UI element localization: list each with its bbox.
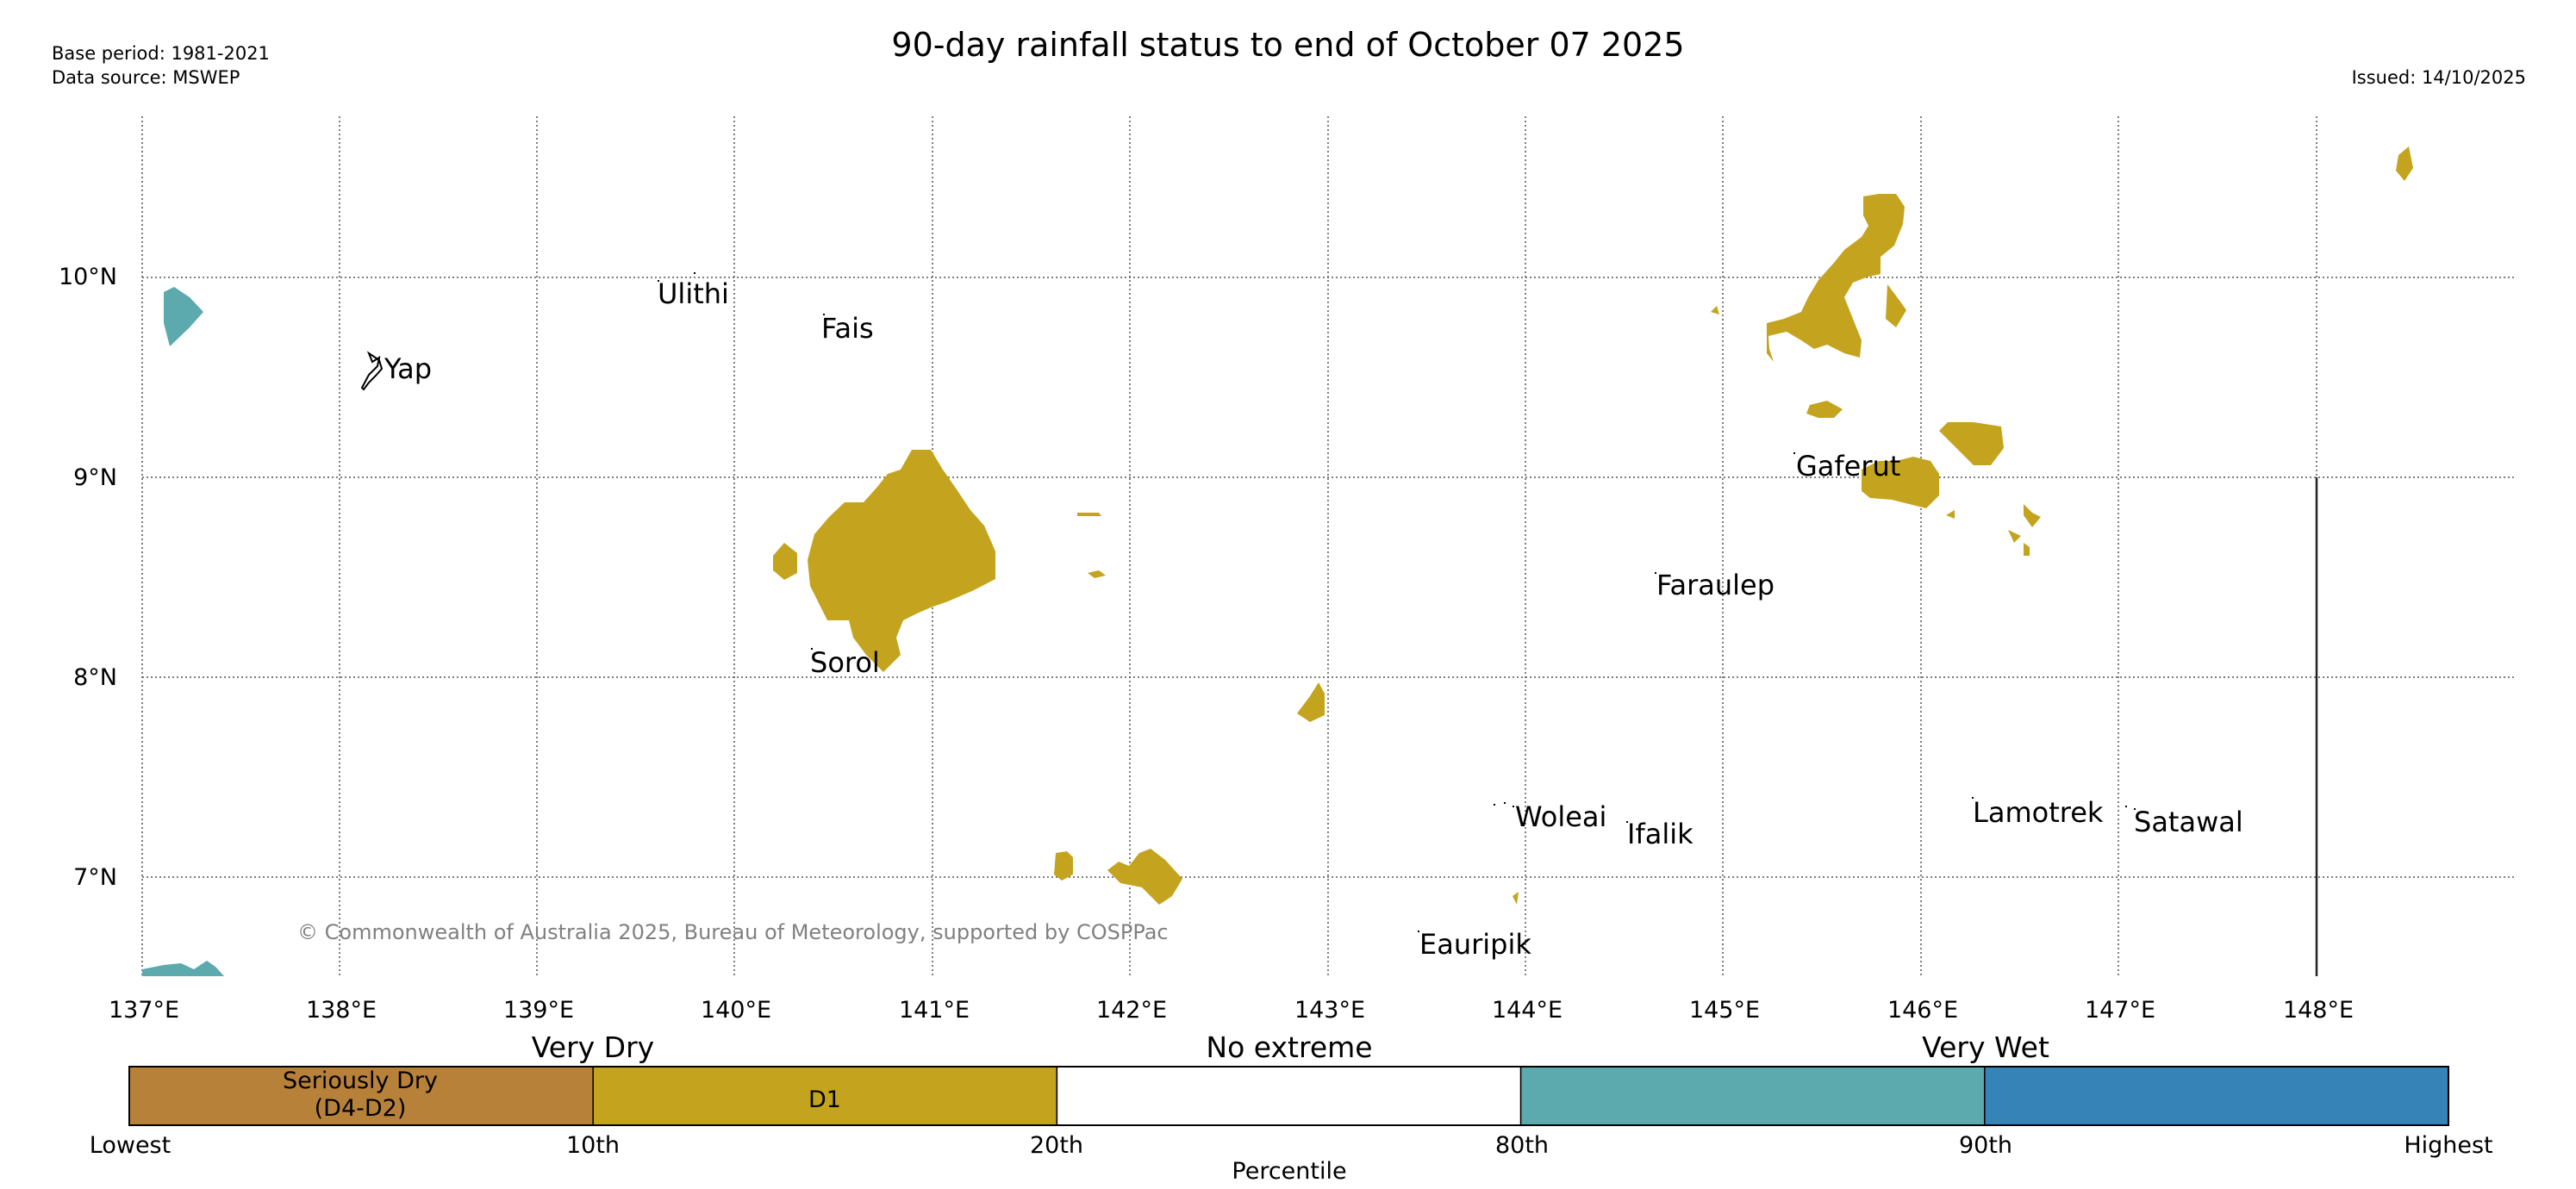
d1-region-143 [1297, 682, 1325, 722]
d1-region-gaferut [1862, 457, 1939, 508]
d1-region-speck3 [2008, 530, 2021, 543]
lon-label: 139°E [503, 997, 574, 1024]
d1-region-speck2 [2024, 504, 2041, 527]
d1-region-east [1939, 422, 2004, 465]
wet-region-south [142, 961, 224, 976]
base-period: Base period: 1981-2021 [52, 43, 270, 64]
percentile-tick: 20th [1030, 1132, 1083, 1159]
lon-label: 148°E [2283, 997, 2354, 1024]
d1-region-speck4 [2024, 543, 2030, 556]
legend-seg-label-seriously-dry: Seriously Dry [283, 1068, 438, 1094]
d1-region-north-small [1886, 284, 1906, 327]
place-label-faraulep: Faraulep [1656, 569, 1775, 601]
place-label-satawal: Satawal [2134, 806, 2243, 838]
d1-region-142a [1054, 851, 1073, 881]
legend-seg-label-seriously-dry-sub: (D4-D2) [315, 1095, 407, 1122]
latitude-labels: 10°N 9°N 8°N 7°N [59, 264, 117, 891]
place-label-ifalik: Ifalik [1627, 818, 1693, 850]
legend-segment [1519, 1066, 1986, 1126]
d1-regions [773, 146, 2413, 905]
place-names: Ulithi Fais Yap Gaferut Faraulep Sorol W… [384, 277, 2243, 961]
legend-segment [1056, 1066, 1522, 1126]
legend-color-bar [128, 1066, 2449, 1126]
percentile-tick: Highest [2404, 1132, 2492, 1159]
percentile-axis-label: Percentile [1232, 1158, 1346, 1185]
legend-border [128, 1066, 2449, 1126]
lat-label: 9°N [73, 464, 117, 491]
issued-date: Issued: 14/10/2025 [2351, 67, 2526, 88]
lon-label: 143°E [1294, 997, 1365, 1024]
yap-island-outline [360, 351, 384, 391]
longitude-labels: 137°E 138°E 139°E 140°E 141°E 142°E 143°… [109, 997, 2354, 1024]
lon-label: 137°E [109, 997, 179, 1024]
d1-region-eauripik [1513, 892, 1519, 905]
d1-region-sorol [808, 450, 995, 672]
legend-category-no-extreme: No extreme [1206, 1030, 1372, 1064]
data-source: Data source: MSWEP [52, 67, 240, 88]
place-markers [658, 272, 2136, 932]
lat-label: 10°N [59, 264, 117, 290]
place-label-eauripik: Eauripik [1419, 928, 1531, 961]
d1-region-142b [1107, 849, 1182, 905]
gridlines [141, 116, 2514, 976]
percentile-tick: Lowest [90, 1132, 171, 1159]
lat-label: 8°N [73, 664, 117, 691]
d1-region-far-ne [2396, 146, 2413, 181]
place-label-gaferut: Gaferut [1796, 450, 1900, 482]
legend-segment [1984, 1066, 2449, 1126]
d1-region-dot [1711, 306, 1719, 314]
place-label-lamotrek: Lamotrek [1973, 796, 2104, 829]
percentile-tick: 80th [1495, 1132, 1549, 1159]
d1-region-fragment [1806, 401, 1843, 418]
legend-category-very-wet: Very Wet [1922, 1030, 2049, 1064]
legend: Very Dry No extreme Very Wet Seriously D… [90, 1030, 2493, 1185]
d1-region-speck1 [1946, 510, 1955, 519]
legend-seg-label-d1: D1 [808, 1086, 841, 1113]
legend-segment-labels: Seriously Dry (D4-D2) D1 [283, 1068, 841, 1122]
lon-label: 145°E [1689, 997, 1760, 1024]
copyright-notice: © Commonwealth of Australia 2025, Bureau… [297, 920, 1169, 944]
place-label-woleai: Woleai [1515, 800, 1606, 833]
lat-label: 7°N [73, 864, 117, 891]
legend-categories: Very Dry No extreme Very Wet [532, 1030, 2049, 1064]
wet-region-north [164, 287, 203, 346]
lon-label: 142°E [1096, 997, 1167, 1024]
lon-label: 138°E [306, 997, 377, 1024]
percentile-ticks: Lowest 10th 20th 80th 90th Highest [90, 1132, 2493, 1159]
lon-label: 147°E [2085, 997, 2155, 1024]
percentile-tick: 10th [566, 1132, 620, 1159]
lon-label: 146°E [1887, 997, 1958, 1024]
place-label-sorol: Sorol [810, 646, 880, 679]
place-label-ulithi: Ulithi [658, 277, 729, 310]
lon-label: 141°E [899, 997, 970, 1024]
map-title: 90-day rainfall status to end of October… [891, 26, 1685, 64]
d1-region-sliver2 [1088, 570, 1106, 578]
very-wet-regions [142, 287, 224, 976]
legend-category-very-dry: Very Dry [532, 1030, 654, 1064]
percentile-tick: 90th [1959, 1132, 2012, 1159]
lon-label: 144°E [1492, 997, 1562, 1024]
d1-region-north [1767, 194, 1905, 362]
place-label-yap: Yap [384, 352, 432, 385]
d1-region-west [773, 543, 797, 580]
d1-region-sliver [1077, 513, 1101, 516]
lon-label: 140°E [701, 997, 771, 1024]
place-label-fais: Fais [821, 312, 874, 345]
